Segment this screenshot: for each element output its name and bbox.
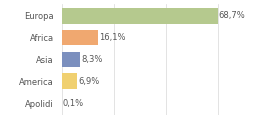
Text: 0,1%: 0,1% [63,99,84,108]
Bar [62,51,80,67]
Text: 16,1%: 16,1% [99,33,126,42]
Bar [62,30,98,45]
Bar [62,8,218,24]
Bar [62,73,77,89]
Text: 68,7%: 68,7% [219,11,246,20]
Text: 8,3%: 8,3% [81,55,103,64]
Text: 6,9%: 6,9% [78,77,100,86]
